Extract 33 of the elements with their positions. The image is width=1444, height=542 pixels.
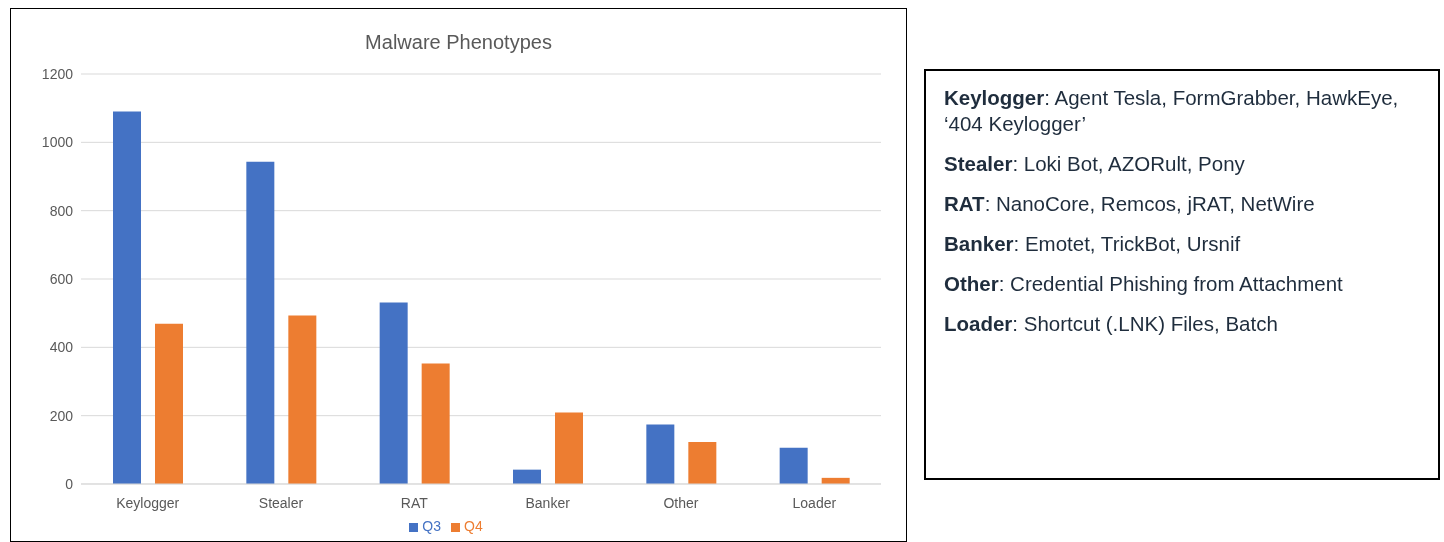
x-tick-label: Stealer: [258, 494, 304, 511]
legend-label: Q3: [422, 518, 441, 534]
y-tick-label: 800: [49, 202, 74, 219]
y-tick-label: 200: [49, 407, 74, 424]
legend-label: Q4: [464, 518, 483, 534]
text: Loader: Shortcut (.LNK) Files, Batch: [944, 311, 1279, 337]
y-tick-label: 0: [65, 475, 74, 492]
y-tick-label: 1200: [41, 65, 74, 82]
x-tick-label: Banker: [525, 494, 571, 511]
text: Keylogger: Agent Tesla, FormGrabber, HawkEye, ‘404 Keylogger’: [944, 85, 1400, 137]
x-tick-label: RAT: [400, 494, 429, 511]
y-tick-label: 1000: [41, 134, 74, 151]
bar: [646, 424, 675, 484]
text: Other: Credential Phishing from Attachment: [944, 271, 1344, 297]
x-tick-label: Other: [663, 494, 699, 511]
x-tick-label: Loader: [792, 494, 837, 511]
bar: [779, 447, 808, 484]
bar: [246, 161, 275, 484]
bar: [513, 469, 541, 484]
y-tick-label: 600: [49, 270, 74, 287]
bar: [288, 315, 317, 484]
bar: [379, 302, 408, 484]
bar: [113, 111, 141, 484]
text: Stealer: Loki Bot, AZORult, Pony: [944, 151, 1246, 177]
bar: [555, 412, 583, 484]
text: Banker: Emotet, TrickBot, Ursnif: [944, 231, 1242, 257]
bar: [421, 363, 450, 484]
y-tick-label: 400: [49, 339, 74, 356]
x-tick-label: Keylogger: [116, 494, 180, 511]
chart-title: Malware Phenotypes: [364, 31, 553, 54]
text: RAT: NanoCore, Remcos, jRAT, NetWire: [944, 191, 1316, 217]
bar: [688, 441, 717, 484]
bar: [155, 323, 183, 484]
